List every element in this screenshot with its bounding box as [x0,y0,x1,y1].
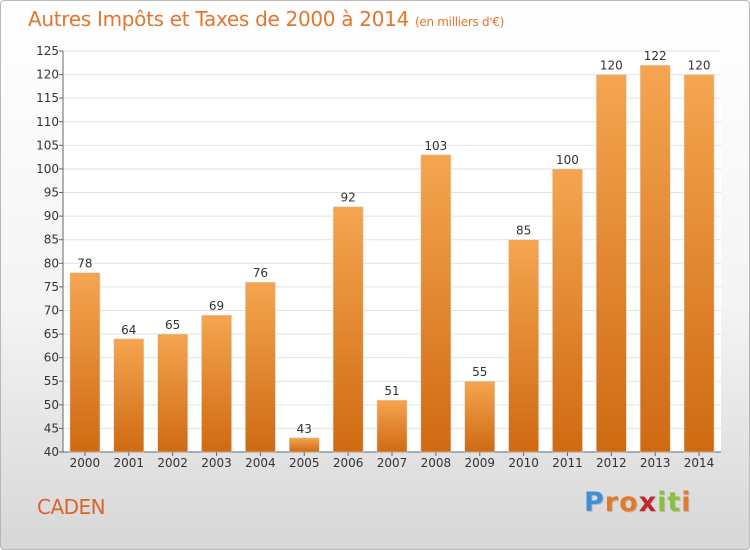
x-tick-label-2005: 2005 [289,456,320,470]
x-tick-label-2014: 2014 [684,456,715,470]
logo-letter: i [681,487,692,518]
bar-2002 [157,333,188,453]
x-tick-label-2010: 2010 [508,456,539,470]
logo-letter: o [619,487,639,518]
y-tick-label: 115 [36,91,59,105]
x-tick-label-2007: 2007 [377,456,408,470]
y-tick-label: 40 [44,445,59,459]
x-tick-label-2009: 2009 [464,456,495,470]
logo-letter: i [657,487,668,518]
x-tick-label-2004: 2004 [245,456,276,470]
bar-2011 [552,168,583,453]
x-tick-label-2012: 2012 [596,456,627,470]
axes: 40 45 50 55 60 65 70 75 80 85 90 95 100 105 110 115 120 1… [36,44,721,470]
data-label-2011: 100 [556,153,579,167]
data-label-2002: 65 [165,318,180,332]
y-tick-label: 95 [44,186,59,200]
data-label-2006: 92 [340,191,355,205]
x-tick-label-2003: 2003 [201,456,232,470]
bar-2012 [596,74,627,453]
data-label-2003: 69 [209,299,224,313]
bar-2005 [289,437,320,453]
y-tick-label: 55 [44,374,59,388]
chart-unit: (en milliers d'€) [415,15,505,29]
y-tick-label: 120 [36,68,59,82]
proxiti-logo[interactable]: Proxiti [584,487,692,518]
bar-2007 [376,399,408,453]
bar-2000 [69,272,101,453]
logo-letter: x [638,487,658,518]
y-tick-label: 70 [44,303,59,317]
y-tick-label: 80 [44,256,59,270]
data-label-2000: 78 [77,257,92,271]
logo-letter: t [667,487,682,518]
bar-2003 [201,314,232,453]
chart-title-text: Autres Impôts et Taxes de 2000 à 2014 [28,7,409,31]
data-label-2001: 64 [121,323,136,337]
data-label-2014: 120 [688,59,711,73]
data-label-2013: 122 [644,49,667,63]
y-tick-label: 60 [44,351,59,365]
x-tick-label-2008: 2008 [421,456,452,470]
bar-2009 [464,380,495,453]
y-tick-label: 125 [36,44,59,58]
bar-2008 [420,154,452,453]
bar-2006 [332,206,364,453]
data-label-2012: 120 [600,59,623,73]
x-tick-label-2006: 2006 [333,456,364,470]
logo-letter: r [604,487,620,518]
data-label-2009: 55 [472,365,487,379]
y-tick-label: 50 [44,398,59,412]
y-tick-label: 105 [36,138,59,152]
y-tick-label: 65 [44,327,59,341]
data-label-2008: 103 [424,139,447,153]
x-tick-label-2011: 2011 [552,456,583,470]
y-tick-label: 85 [44,233,59,247]
x-tick-label-2013: 2013 [640,456,671,470]
x-tick-label-2001: 2001 [114,456,145,470]
bar-2004 [245,281,276,453]
bar-2013 [639,64,671,453]
bar-2014 [683,74,715,453]
bar-2001 [113,338,145,453]
data-label-2004: 76 [253,266,268,280]
y-tick-label: 45 [44,421,59,435]
y-tick-label: 100 [36,162,59,176]
data-label-2005: 43 [297,422,312,436]
data-labels: 78 64 65 69 76 43 92 51 103 55 85 100 120 122 120 [77,49,710,436]
bar-2010 [508,239,539,453]
y-tick-label: 75 [44,280,59,294]
data-label-2007: 51 [384,384,399,398]
x-tick-label-2002: 2002 [157,456,188,470]
chart-title: Autres Impôts et Taxes de 2000 à 2014 (en… [28,7,504,31]
data-label-2010: 85 [516,224,531,238]
logo-letter: P [584,487,605,518]
x-tick-label-2000: 2000 [70,456,101,470]
y-tick-label: 110 [36,115,59,129]
bars [69,64,715,453]
y-tick-label: 90 [44,209,59,223]
commune-name: CADEN [37,495,106,519]
